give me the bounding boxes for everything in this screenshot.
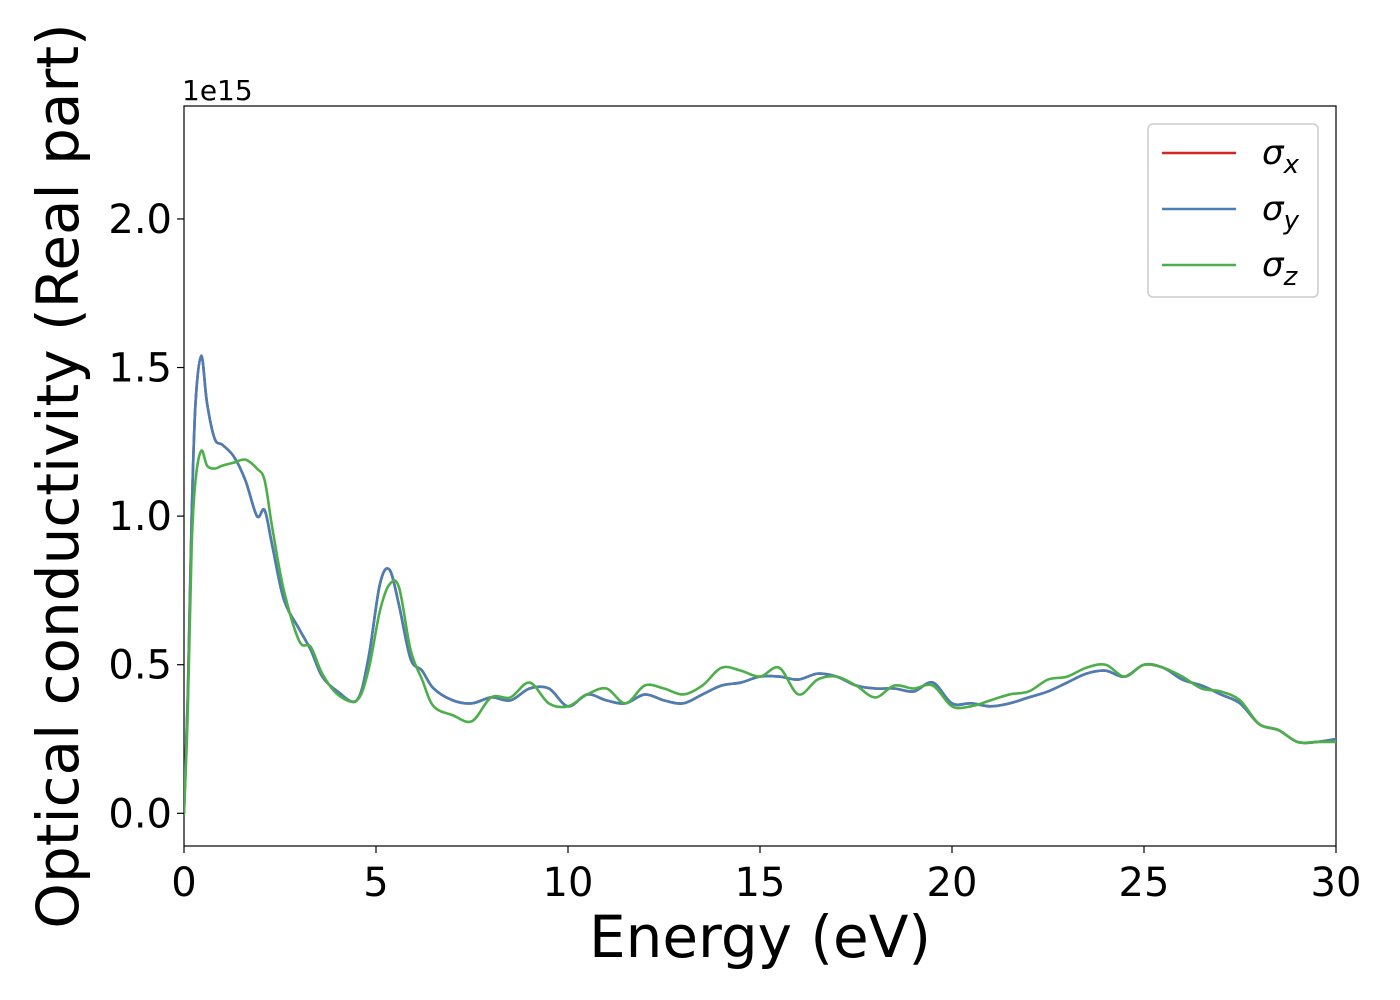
legend: σx σy σz — [1147, 123, 1319, 298]
y-tick-label: 0.0 — [108, 791, 172, 837]
y-axis-ticks: 0.0 0.5 1.0 1.5 2.0 — [108, 197, 184, 837]
y-tick-label: 1.5 — [108, 346, 172, 392]
x-axis-label: Energy (eV) — [589, 903, 931, 971]
series-layer — [184, 354, 1336, 815]
x-tick-label: 15 — [735, 860, 786, 906]
legend-label-y: σy — [1262, 189, 1300, 236]
x-tick-label: 30 — [1311, 860, 1362, 906]
x-tick-label: 5 — [363, 860, 388, 906]
plot-area — [183, 105, 1337, 847]
x-axis-ticks: 0 5 10 15 20 25 30 — [171, 846, 1361, 906]
y-offset-label: 1e15 — [182, 74, 253, 107]
y-tick-label: 0.5 — [108, 643, 172, 689]
x-tick-label: 10 — [543, 860, 594, 906]
legend-label-x: σx — [1262, 133, 1300, 180]
legend-frame — [1147, 123, 1319, 298]
y-axis-label: Optical conductivity (Real part) — [24, 23, 92, 928]
y-tick-label: 1.0 — [108, 494, 172, 540]
legend-label-z: σz — [1262, 245, 1299, 292]
x-tick-label: 20 — [927, 860, 978, 906]
x-tick-label: 25 — [1119, 860, 1170, 906]
y-tick-label: 2.0 — [108, 197, 172, 243]
x-tick-label: 0 — [171, 860, 196, 906]
series-line-z — [184, 449, 1336, 815]
